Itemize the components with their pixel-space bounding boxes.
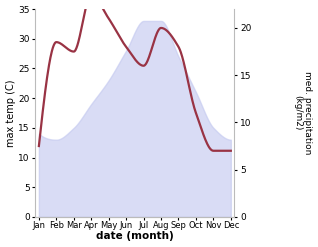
Y-axis label: med. precipitation
(kg/m2): med. precipitation (kg/m2) [293, 71, 313, 155]
Y-axis label: max temp (C): max temp (C) [5, 79, 16, 147]
X-axis label: date (month): date (month) [96, 231, 174, 242]
